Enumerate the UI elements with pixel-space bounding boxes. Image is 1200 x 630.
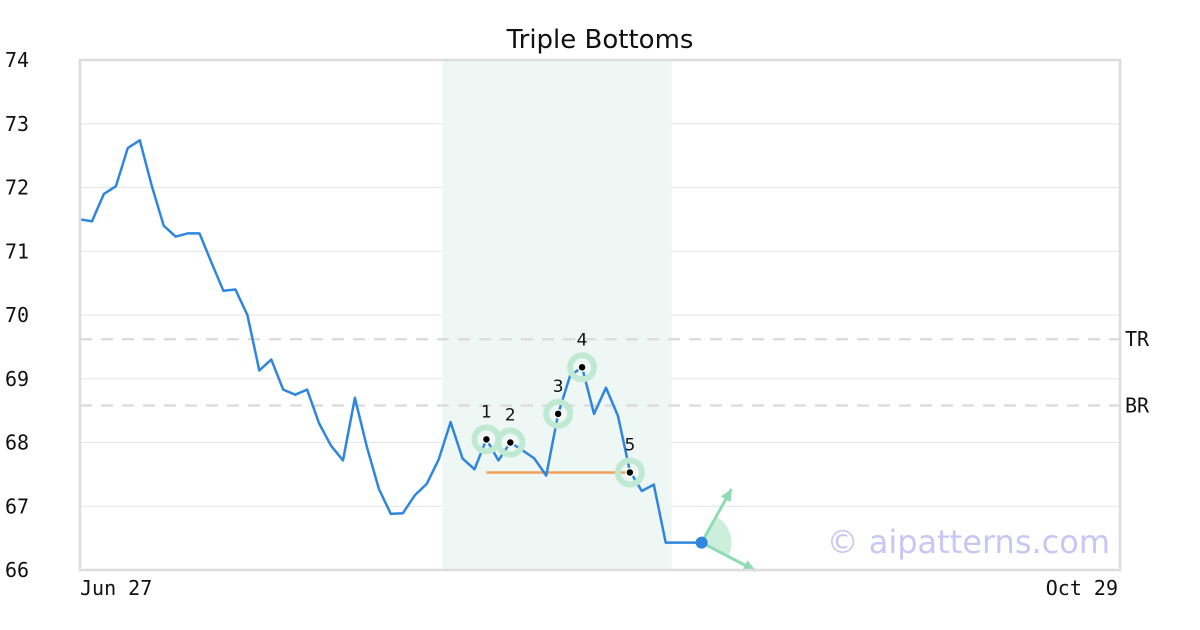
series-line: [79, 139, 702, 544]
projection-down-arrow-head: [742, 560, 756, 571]
y-tick-label: 70: [5, 303, 29, 327]
pattern-point-label: 5: [624, 435, 635, 455]
pattern-highlight-region: [442, 60, 672, 570]
y-tick-label: 68: [5, 431, 29, 455]
y-tick-label: 66: [5, 558, 29, 582]
y-tick-label: 69: [5, 367, 29, 391]
projection-down-arrow: [700, 541, 757, 572]
projection-up-arrow-head: [720, 489, 732, 503]
price-series: [79, 139, 702, 544]
pattern-point-label: 2: [505, 406, 516, 426]
y-tick-label: 67: [5, 494, 29, 518]
x-tick-label: Oct 29: [1046, 576, 1118, 600]
x-tick-label: Jun 27: [80, 576, 152, 600]
pattern-point-label: 1: [481, 402, 492, 422]
pattern-point-marker: [577, 362, 587, 373]
pattern-point-label: 3: [553, 377, 564, 397]
pattern-point-halo: [567, 352, 598, 383]
pattern-points: 1 2 3 4 5: [471, 330, 645, 488]
axes: 66 67 68 69 70 71 72 73 74 Jun 27 Oct 29: [5, 48, 1118, 600]
y-tick-label: 74: [5, 48, 29, 72]
pattern-point-halo: [495, 427, 526, 458]
pattern-point-marker: [625, 467, 635, 478]
chart-title: Triple Bottoms: [506, 25, 694, 55]
y-tick-label: 71: [5, 239, 29, 263]
pattern-point-halo: [543, 398, 574, 429]
y-tick-label: 72: [5, 176, 29, 200]
watermark: © aipatterns.com: [827, 523, 1110, 561]
pattern-point-marker: [481, 434, 492, 445]
y-tick-label: 73: [5, 112, 29, 136]
pattern-point-marker: [553, 409, 563, 419]
reference-label-br: BR: [1125, 394, 1150, 418]
current-price-marker: [695, 536, 708, 549]
projection-up-arrow: [700, 488, 733, 544]
pattern-point-marker: [505, 437, 516, 448]
plot-frame: [78, 58, 1122, 572]
highlight-band: [442, 60, 672, 570]
reference-label-tr: TR: [1125, 327, 1150, 351]
pattern-point-label: 4: [577, 330, 588, 350]
projection: [695, 488, 757, 572]
pattern-point-halo: [614, 457, 645, 488]
